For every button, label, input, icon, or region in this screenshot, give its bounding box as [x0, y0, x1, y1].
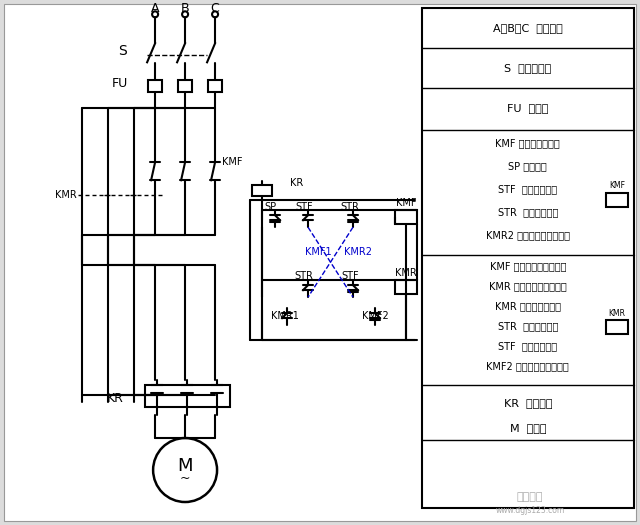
Bar [395, 280, 417, 294]
Text: STR  反转起动按鈕: STR 反转起动按鈕 [498, 321, 558, 331]
Text: KMF2: KMF2 [362, 311, 388, 321]
Text: KR: KR [107, 392, 124, 405]
Text: M  电动机: M 电动机 [509, 423, 546, 433]
Text: SP: SP [264, 202, 276, 212]
Bar [395, 210, 417, 224]
Text: www.dgjs123.com: www.dgjs123.com [495, 506, 564, 514]
Bar [606, 320, 628, 334]
Text: KMR: KMR [55, 190, 77, 200]
Text: KMR 反转接触器的主触头: KMR 反转接触器的主触头 [489, 281, 567, 291]
Text: FU: FU [112, 77, 128, 90]
Text: KMF 正转接触器的主触头: KMF 正转接触器的主触头 [490, 261, 566, 271]
Bar [422, 8, 634, 508]
Text: KMR2: KMR2 [344, 247, 372, 257]
Text: KMR2 反转接触器常闭触头: KMR2 反转接触器常闭触头 [486, 230, 570, 240]
Bar [148, 80, 162, 92]
Text: STR: STR [340, 202, 360, 212]
Text: KMR 反转接触器线圈: KMR 反转接触器线圈 [495, 301, 561, 311]
Bar [252, 185, 272, 196]
Text: KMR: KMR [395, 268, 417, 278]
Text: C: C [211, 2, 220, 15]
Text: KMR: KMR [608, 309, 625, 318]
Circle shape [152, 12, 158, 17]
Text: STR  正转联锁按鈕: STR 正转联锁按鈕 [498, 207, 558, 217]
Text: KR  热继电器: KR 热继电器 [504, 398, 552, 408]
Text: SP 停止按鈕: SP 停止按鈕 [509, 161, 547, 171]
Text: 电工天下: 电工天下 [516, 492, 543, 502]
Text: S  三相刀开关: S 三相刀开关 [504, 64, 552, 74]
Text: STF: STF [295, 202, 313, 212]
Text: KMF: KMF [222, 157, 243, 167]
Text: KMF 正转接触器线圈: KMF 正转接触器线圈 [495, 138, 560, 148]
Text: KMF: KMF [396, 198, 416, 208]
Text: KMR1: KMR1 [271, 311, 299, 321]
Text: ~: ~ [180, 471, 190, 485]
Text: KMF: KMF [609, 181, 625, 190]
Bar [606, 193, 628, 207]
Text: STF  反转联锁按鈕: STF 反转联锁按鈕 [499, 341, 557, 351]
Circle shape [153, 438, 217, 502]
Text: STR: STR [294, 271, 314, 281]
Circle shape [182, 12, 188, 17]
Text: STF: STF [341, 271, 359, 281]
Text: KMF2 正转接触器常闭触头: KMF2 正转接触器常闭触头 [486, 361, 569, 371]
Text: A、B、C  三相电源: A、B、C 三相电源 [493, 23, 563, 33]
Text: B: B [180, 2, 189, 15]
Bar [208, 80, 222, 92]
Text: KMF1: KMF1 [305, 247, 332, 257]
Circle shape [212, 12, 218, 17]
Text: KR: KR [290, 178, 303, 188]
Text: M: M [177, 457, 193, 475]
Text: STF  正转起动按鈕: STF 正转起动按鈕 [499, 184, 557, 194]
Bar [178, 80, 192, 92]
Bar [145, 385, 230, 407]
Text: S: S [118, 44, 127, 58]
Text: FU  燕断器: FU 燕断器 [507, 103, 548, 113]
Text: A: A [151, 2, 159, 15]
